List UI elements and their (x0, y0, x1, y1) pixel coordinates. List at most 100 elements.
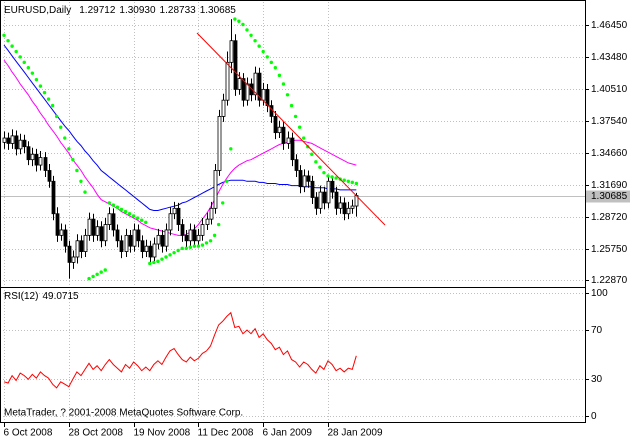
candle-body (180, 224, 185, 236)
candle-body (192, 229, 197, 242)
sar-dot (115, 205, 120, 209)
sar-dot (119, 207, 124, 212)
candle-body (87, 218, 92, 236)
candle-body (152, 243, 157, 258)
sar-dot (148, 261, 152, 266)
sar-dot (156, 259, 160, 264)
sar-dot (326, 174, 330, 178)
y-tick-label: 70 (591, 325, 603, 336)
sar-dot (42, 90, 47, 95)
sar-dot (293, 114, 298, 119)
plot-layer (2, 17, 359, 389)
sar-dot (285, 93, 290, 97)
sar-dot (249, 33, 253, 38)
candle-body (63, 229, 68, 247)
y-tick-label: 1.43480 (591, 52, 628, 63)
candle-body (221, 99, 226, 117)
candle-body (79, 240, 84, 252)
candle-body (14, 135, 19, 150)
candle-body (253, 72, 258, 96)
last-price-box (586, 190, 630, 203)
candle-body (26, 146, 31, 161)
sar-dot (237, 19, 241, 23)
symbol: EURUSD,Daily (4, 5, 71, 16)
open-label: 1.29712 (79, 5, 116, 16)
y-tick-label: 1.34660 (591, 148, 628, 159)
candle-body (119, 240, 124, 252)
sar-dot (30, 71, 35, 75)
sar-dot (342, 178, 346, 182)
sar-dot (281, 82, 286, 86)
candle-body (330, 180, 335, 193)
sar-dot (200, 243, 205, 247)
sar-dot (135, 216, 140, 220)
sar-dot (63, 136, 67, 140)
candle-body (257, 72, 262, 101)
sar-dot (265, 55, 269, 59)
candle-body (322, 191, 327, 204)
sar-dot (273, 66, 278, 70)
sar-dot (318, 165, 322, 169)
candle-body (346, 207, 351, 215)
sar-dot (79, 179, 83, 183)
last-price-label: 1.30685 (591, 191, 628, 202)
sar-dot (99, 270, 103, 274)
candle-body (6, 137, 11, 144)
sar-dot (229, 147, 233, 151)
candle-body (95, 226, 100, 236)
sar-dot (2, 33, 6, 38)
candle-body (217, 116, 222, 171)
candle-body (225, 61, 230, 101)
sar-dot (111, 203, 116, 207)
y-tick-label: 1.40510 (591, 84, 628, 95)
candle-body (314, 197, 319, 209)
candle-body (241, 78, 246, 101)
candle-body (286, 137, 291, 144)
chart-header: EURUSD,Daily 1.29712 1.30930 1.28733 1.30685 (4, 5, 236, 16)
y-tick-label: 1.46450 (591, 20, 628, 31)
candle-body (144, 245, 149, 252)
candle-body (200, 224, 205, 236)
sar-dot (184, 246, 188, 251)
sar-dot (314, 160, 318, 164)
candle-body (229, 40, 234, 63)
candle-body (196, 234, 201, 242)
candle-body (281, 126, 286, 144)
candle-body (115, 229, 120, 242)
candle-body (67, 245, 72, 263)
sar-dot (334, 176, 338, 180)
candle-body (265, 88, 270, 106)
candle-body (136, 229, 141, 242)
y-tick-label: 1.28720 (591, 212, 628, 223)
sar-dot (350, 180, 354, 185)
sar-dot (6, 39, 10, 43)
candle-body (47, 170, 52, 182)
candle-body (160, 234, 165, 247)
candle-body (326, 180, 331, 204)
sar-dot (277, 73, 282, 78)
sar-dot (216, 222, 221, 227)
sar-dot (18, 55, 22, 59)
candle-body (18, 139, 23, 150)
candle-body (306, 175, 311, 182)
candle-body (51, 180, 56, 215)
y-tick-label: 30 (591, 374, 603, 385)
x-tick-label: 11 Dec 2008 (198, 428, 254, 439)
candle-body (205, 218, 210, 225)
candle-body (2, 137, 7, 143)
sar-dot (221, 201, 225, 205)
candle-body (38, 157, 43, 166)
sar-dot (123, 209, 128, 214)
copyright: MetaTrader, ? 2001-2008 MetaQuotes Softw… (4, 408, 243, 419)
candle-body (83, 234, 88, 252)
candle-body (249, 83, 254, 96)
candle-body (128, 234, 133, 247)
sar-dot (241, 22, 245, 27)
sar-dot (59, 125, 63, 129)
candle-body (172, 207, 177, 215)
candle-body (140, 240, 145, 252)
y-tick-label: 1.37540 (591, 116, 628, 127)
sar-dot (38, 84, 43, 88)
sar-dot (297, 125, 302, 129)
